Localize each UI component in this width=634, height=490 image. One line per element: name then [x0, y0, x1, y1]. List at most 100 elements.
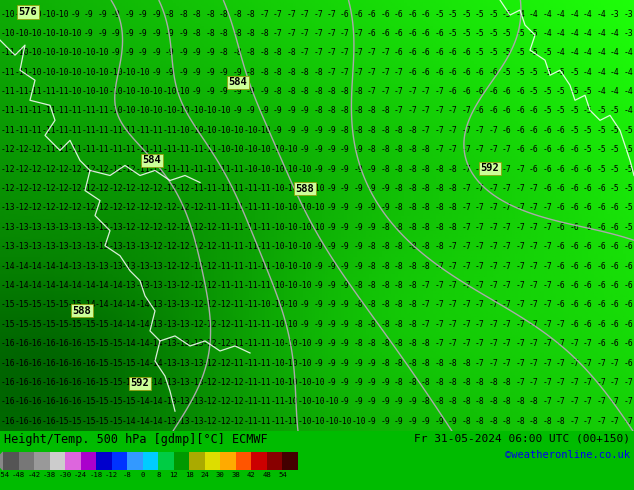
Text: -10: -10 — [122, 68, 136, 77]
Text: -9: -9 — [192, 68, 202, 77]
Text: -7: -7 — [462, 281, 471, 290]
Text: -16: -16 — [68, 397, 82, 406]
Text: -7: -7 — [462, 339, 471, 348]
Text: -12: -12 — [190, 281, 204, 290]
Text: -6: -6 — [394, 9, 404, 19]
Text: -7: -7 — [542, 203, 552, 212]
Text: -6: -6 — [408, 49, 417, 57]
Text: -10: -10 — [82, 87, 96, 96]
Text: -7: -7 — [488, 281, 498, 290]
Text: -11: -11 — [162, 126, 177, 135]
Text: 588: 588 — [295, 184, 314, 194]
Text: -4: -4 — [623, 68, 633, 77]
Text: -6: -6 — [596, 203, 606, 212]
Text: -5: -5 — [623, 203, 633, 212]
Text: -14: -14 — [149, 359, 164, 368]
Text: -4: -4 — [583, 29, 592, 38]
Text: -10: -10 — [149, 87, 164, 96]
Text: -7: -7 — [448, 242, 458, 251]
Text: -11: -11 — [243, 320, 258, 329]
Text: -8: -8 — [232, 9, 242, 19]
Text: -16: -16 — [14, 397, 29, 406]
Text: -10: -10 — [284, 378, 299, 387]
Text: -9: -9 — [327, 165, 337, 173]
Text: -7: -7 — [502, 281, 512, 290]
Text: -8: -8 — [165, 9, 174, 19]
Text: -7: -7 — [408, 87, 417, 96]
Text: -12: -12 — [190, 223, 204, 232]
Text: -15: -15 — [122, 378, 136, 387]
Text: 592: 592 — [131, 378, 150, 388]
Text: -4: -4 — [515, 9, 525, 19]
Text: -10: -10 — [257, 126, 271, 135]
Text: -7: -7 — [448, 281, 458, 290]
Text: -7: -7 — [286, 29, 296, 38]
Text: -12: -12 — [41, 165, 56, 173]
Text: -10: -10 — [14, 49, 29, 57]
Text: -8: -8 — [300, 68, 309, 77]
Text: -8: -8 — [259, 29, 269, 38]
Text: -6: -6 — [556, 223, 566, 232]
Text: -12: -12 — [203, 397, 217, 406]
Text: -5: -5 — [542, 87, 552, 96]
Text: -15: -15 — [82, 397, 96, 406]
Text: -13: -13 — [122, 281, 136, 290]
Text: -5: -5 — [623, 184, 633, 193]
Text: -8: -8 — [408, 378, 417, 387]
Text: -6: -6 — [502, 106, 512, 116]
Text: -8: -8 — [273, 68, 282, 77]
Text: -8: -8 — [502, 416, 512, 426]
Text: -12: -12 — [82, 203, 96, 212]
Text: -6: -6 — [354, 9, 363, 19]
Text: -12: -12 — [162, 262, 177, 270]
Text: -6: -6 — [475, 87, 484, 96]
Text: -14: -14 — [122, 416, 136, 426]
Text: -7: -7 — [542, 300, 552, 309]
Text: -9: -9 — [286, 126, 296, 135]
Text: -6: -6 — [434, 29, 444, 38]
Text: -16: -16 — [28, 416, 42, 426]
Text: -15: -15 — [82, 339, 96, 348]
Text: -7: -7 — [448, 339, 458, 348]
Text: -11: -11 — [243, 397, 258, 406]
Text: -9: -9 — [394, 397, 404, 406]
Text: -9: -9 — [340, 300, 350, 309]
Text: -9: -9 — [367, 203, 377, 212]
Text: Fr 31-05-2024 06:00 UTC (00+150): Fr 31-05-2024 06:00 UTC (00+150) — [414, 433, 630, 443]
Text: -8: -8 — [219, 29, 228, 38]
Text: -15: -15 — [122, 397, 136, 406]
Text: -8: -8 — [408, 165, 417, 173]
Text: -8: -8 — [394, 339, 404, 348]
Text: -8: -8 — [367, 339, 377, 348]
Text: -10: -10 — [284, 242, 299, 251]
Text: -11: -11 — [216, 203, 231, 212]
Text: -6: -6 — [596, 320, 606, 329]
Text: -8: -8 — [367, 320, 377, 329]
Text: -8: -8 — [434, 378, 444, 387]
Text: -8: -8 — [434, 165, 444, 173]
Text: -11: -11 — [55, 106, 69, 116]
Text: -7: -7 — [434, 339, 444, 348]
Text: -10: -10 — [284, 339, 299, 348]
Text: -9: -9 — [380, 416, 391, 426]
Text: -9: -9 — [340, 242, 350, 251]
Text: -5: -5 — [596, 126, 606, 135]
Text: -16: -16 — [55, 378, 69, 387]
Text: -7: -7 — [462, 242, 471, 251]
Text: -4: -4 — [610, 49, 619, 57]
Text: -10: -10 — [68, 68, 82, 77]
Text: -12: -12 — [14, 184, 29, 193]
Text: -6: -6 — [556, 126, 566, 135]
Text: -10: -10 — [243, 165, 258, 173]
Text: -8: -8 — [380, 106, 391, 116]
Text: -7: -7 — [596, 397, 606, 406]
Text: -9: -9 — [178, 49, 188, 57]
Text: -15: -15 — [108, 339, 123, 348]
Text: -7: -7 — [542, 242, 552, 251]
Text: -11: -11 — [55, 145, 69, 154]
Text: -12: -12 — [162, 223, 177, 232]
Text: -10: -10 — [14, 29, 29, 38]
Text: -6: -6 — [596, 339, 606, 348]
Text: -8: -8 — [408, 300, 417, 309]
Text: -13: -13 — [162, 359, 177, 368]
